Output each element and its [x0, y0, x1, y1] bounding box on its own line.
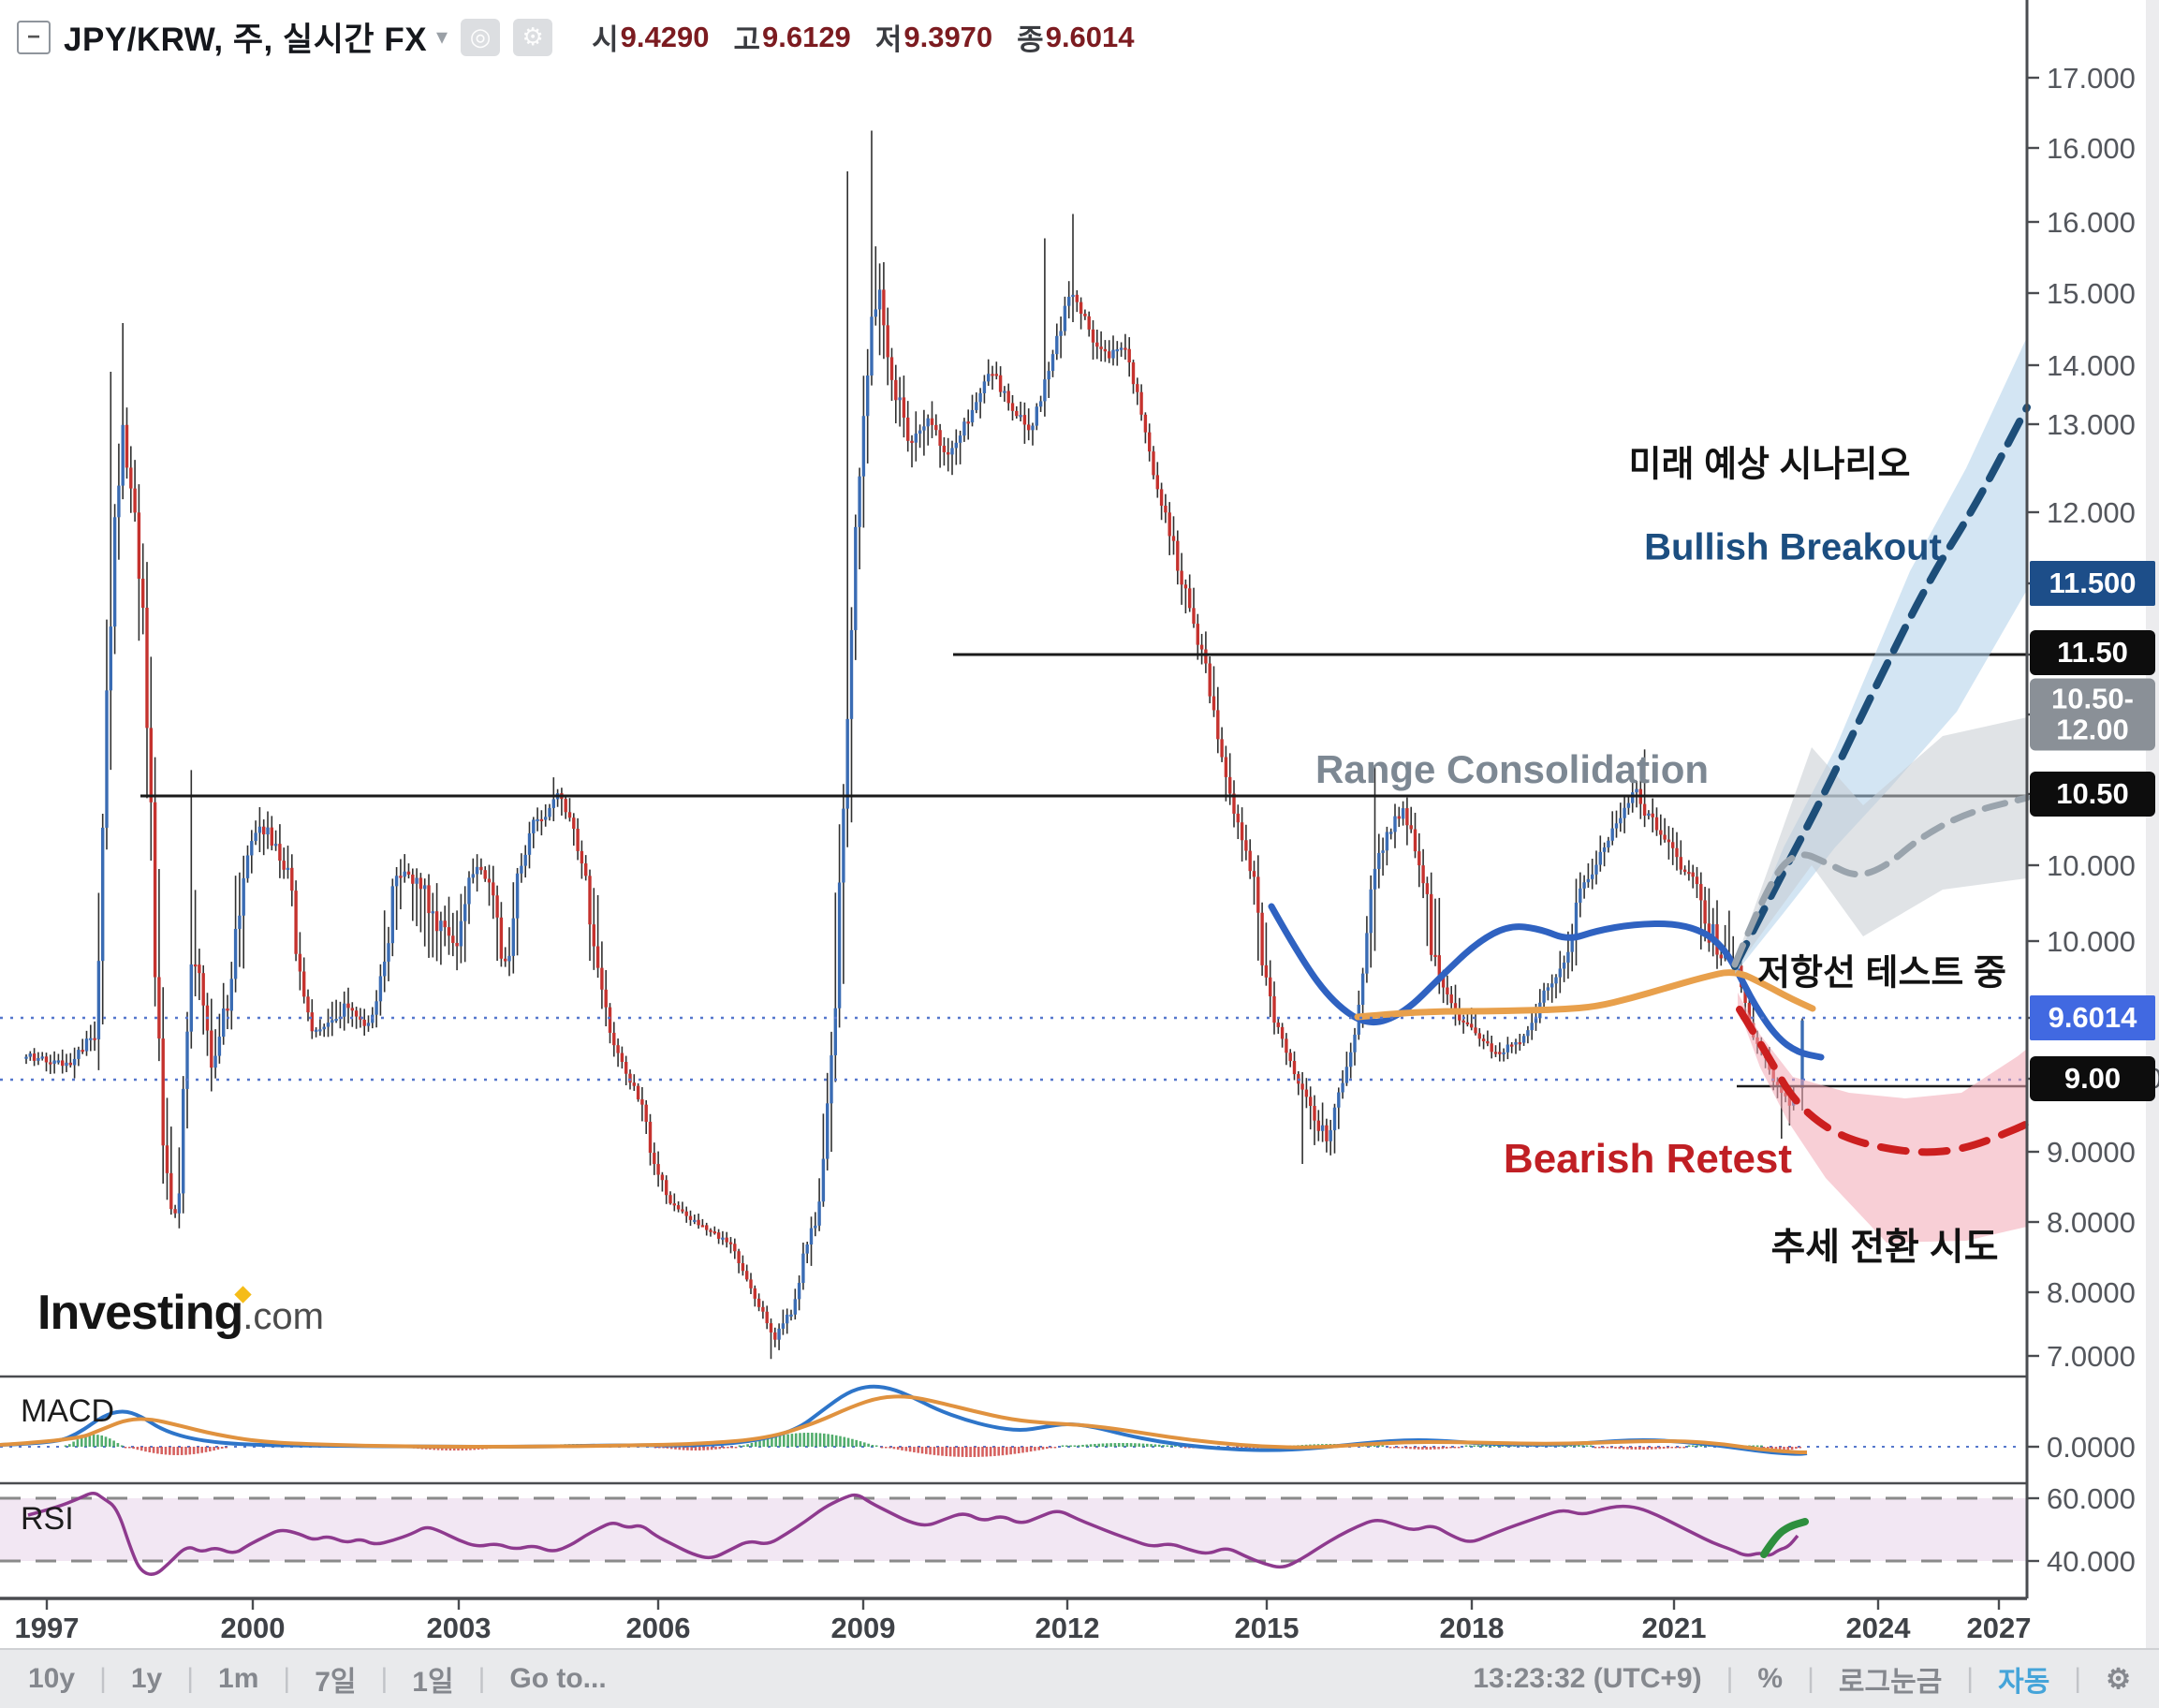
svg-text:40.000: 40.000 [2047, 1545, 2136, 1578]
svg-text:2015: 2015 [1235, 1612, 1300, 1644]
annotation-resistance-test: 저항선 테스트 중 [1757, 953, 2006, 994]
rsi-label: RSI [21, 1501, 74, 1537]
open-label: 시 [592, 23, 619, 56]
level-lines [0, 653, 2027, 1088]
annotation-bearish-retest: Bearish Retest [1503, 1136, 1793, 1182]
low-value: 9.3970 [903, 20, 993, 53]
collapse-icon[interactable]: − [17, 20, 51, 54]
range-1y-button[interactable]: 1y [130, 1663, 163, 1694]
price-badge-10.50: 10.50 [2030, 772, 2155, 817]
logo-suffix: .com [242, 1296, 324, 1337]
ma-orange-line [1354, 969, 1816, 1021]
gear-icon[interactable]: ⚙ [513, 18, 553, 56]
svg-text:17.000: 17.000 [2047, 62, 2136, 95]
separator: | [1726, 1663, 1734, 1694]
percent-scale-button[interactable]: % [1757, 1663, 1784, 1694]
svg-text:2018: 2018 [1440, 1612, 1505, 1644]
svg-text:16.000: 16.000 [2047, 206, 2136, 239]
bottom-toolbar: 10y | 1y | 1m | 7일 | 1일 | Go to... 13:23:32 (… [0, 1648, 2159, 1708]
chevron-down-icon[interactable]: ▾ [436, 24, 448, 50]
separator: | [1807, 1663, 1814, 1694]
price-badge-9.6014: 9.6014 [2030, 995, 2155, 1040]
svg-text:8.0000: 8.0000 [2047, 1206, 2136, 1239]
close-value: 9.6014 [1045, 20, 1135, 53]
range-10y-button[interactable]: 10y [28, 1663, 76, 1694]
separator: | [99, 1663, 107, 1694]
price-badge-9.00: 9.00 [2030, 1056, 2155, 1101]
rsi-panel [27, 1492, 1809, 1576]
svg-text:14.000: 14.000 [2047, 349, 2136, 382]
projection-fans [1731, 337, 2031, 1243]
separator: | [283, 1663, 291, 1694]
price-badge-10.50: 10.50- 12.00 [2030, 678, 2155, 751]
separator: | [1966, 1663, 1975, 1694]
separator: | [477, 1663, 486, 1694]
low-label: 저 [874, 23, 903, 56]
range-1d-button[interactable]: 1일 [412, 1667, 454, 1698]
macd-label: MACD [21, 1393, 115, 1429]
rsi-band [0, 1496, 2027, 1563]
svg-text:13.000: 13.000 [2047, 408, 2136, 441]
ohlc-readout: 시 9.4290 고 9.6129 저 9.3970 종 9.6014 [592, 16, 1134, 58]
svg-text:2000: 2000 [221, 1612, 286, 1644]
svg-text:1997: 1997 [15, 1612, 80, 1644]
annotation-range-consolidation: Range Consolidation [1315, 747, 1709, 791]
svg-text:2021: 2021 [1642, 1612, 1707, 1644]
axes: 17.000 16.000 16.000 15.000 14.000 13.000 12.0… [0, 0, 2136, 1644]
annotation-bullish-breakout: Bullish Breakout [1644, 526, 1942, 568]
auto-scale-button[interactable]: 자동 [1998, 1667, 2050, 1698]
close-label: 종 [1017, 23, 1044, 56]
svg-text:2024: 2024 [1846, 1612, 1912, 1644]
range-buttons: 10y | 1y | 1m | 7일 | 1일 | Go to... [28, 1658, 607, 1700]
ma-blue-line [1268, 903, 1825, 1061]
open-value: 9.4290 [620, 20, 710, 53]
svg-text:2006: 2006 [626, 1612, 691, 1644]
annotation-trend-reversal: 추세 전환 시도 [1770, 1227, 1999, 1268]
svg-text:15.000: 15.000 [2047, 277, 2136, 310]
log-scale-button[interactable]: 로그눈금 [1838, 1667, 1943, 1698]
investing-logo: Investing .com [37, 1285, 324, 1341]
right-scroll-strip[interactable] [2146, 0, 2159, 1648]
clock-readout: 13:23:32 (UTC+9) [1473, 1663, 1702, 1694]
macd-panel [0, 1384, 2022, 1457]
indicator-icon[interactable]: ◎ [461, 18, 501, 56]
svg-text:10.000: 10.000 [2047, 849, 2136, 882]
range-1m-button[interactable]: 1m [218, 1663, 259, 1694]
svg-text:7.0000: 7.0000 [2047, 1340, 2136, 1373]
svg-text:10.000: 10.000 [2047, 925, 2136, 958]
svg-text:2027: 2027 [1967, 1612, 2032, 1644]
separator: | [2074, 1663, 2082, 1694]
candlestick-layer [24, 130, 1804, 1360]
svg-text:60.000: 60.000 [2047, 1482, 2136, 1515]
svg-text:2012: 2012 [1035, 1612, 1100, 1644]
svg-text:8.0000: 8.0000 [2047, 1276, 2136, 1309]
range-7d-button[interactable]: 7일 [315, 1667, 357, 1698]
toolbar-right: 13:23:32 (UTC+9) | % | 로그눈금 | 자동 | ⚙ [1473, 1658, 2131, 1700]
svg-text:0.0000: 0.0000 [2047, 1431, 2136, 1464]
separator: | [380, 1663, 389, 1694]
settings-gear-icon[interactable]: ⚙ [2106, 1663, 2131, 1695]
high-label: 고 [733, 23, 760, 56]
symbol-title: JPY/KRW, 주, 실시간 FX [64, 22, 428, 58]
logo-main: Investing [37, 1286, 243, 1340]
goto-button[interactable]: Go to... [509, 1663, 607, 1694]
svg-text:2003: 2003 [427, 1612, 492, 1644]
svg-text:2009: 2009 [831, 1612, 896, 1644]
chart-header: − JPY/KRW, 주, 실시간 FX ▾ ◎ ⚙ 시 9.4290 고 9.61… [17, 13, 1135, 61]
svg-text:12.000: 12.000 [2047, 496, 2136, 529]
svg-text:16.000: 16.000 [2047, 132, 2136, 165]
high-value: 9.6129 [761, 20, 851, 53]
svg-text:9.0000: 9.0000 [2047, 1136, 2136, 1169]
annotation-future-scenario: 미래 예상 시나리오 [1628, 445, 1911, 485]
price-badge-11.50: 11.50 [2030, 630, 2155, 675]
price-badge-11.500: 11.500 [2030, 561, 2155, 606]
separator: | [186, 1663, 195, 1694]
